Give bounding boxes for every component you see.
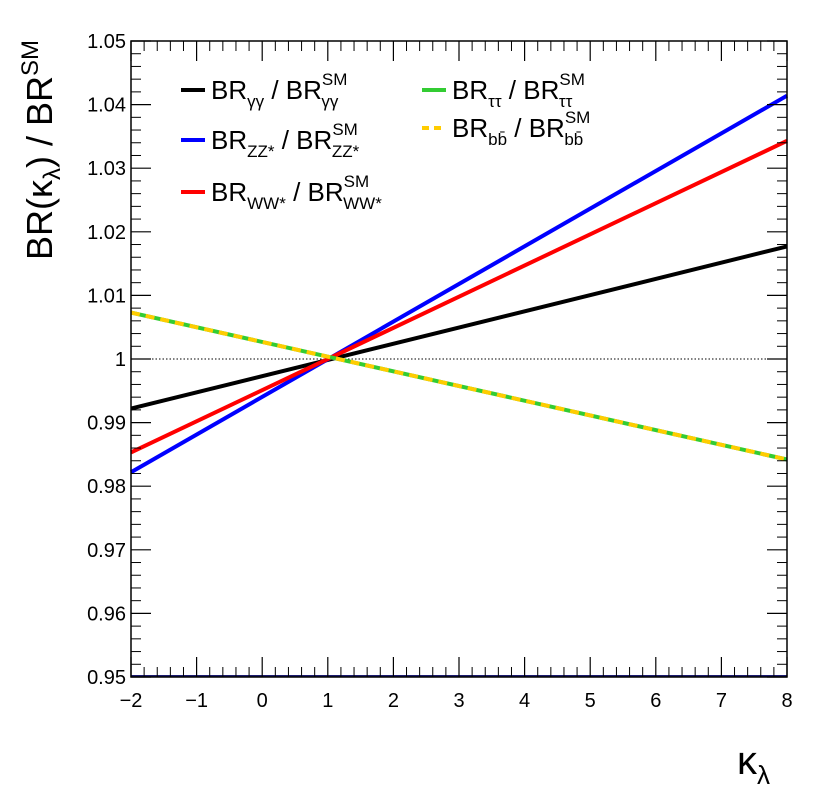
y-tick-label: 0.98 (87, 476, 126, 498)
x-tick-label: 0 (257, 690, 268, 712)
x-tick-label: 6 (650, 690, 661, 712)
y-tick-label: 1.01 (87, 285, 126, 307)
series-line-0 (130, 244, 788, 411)
legend-label-3: BRττ / BRSM ττ (452, 70, 585, 111)
x-tick-label: 1 (322, 690, 333, 712)
series-line-2 (130, 139, 788, 455)
y-tick-label: 0.96 (87, 603, 126, 625)
y-tick-label: 1.04 (87, 95, 126, 117)
x-tick-label: 4 (519, 690, 530, 712)
y-tick-label: 0.99 (87, 413, 126, 435)
x-tick-label: 3 (453, 690, 464, 712)
legend-label-4: BRbb̄ / BRSM bb̄ (452, 108, 590, 149)
y-tick-label: 1 (115, 349, 126, 371)
plot-area (130, 93, 788, 677)
x-tick-label: −1 (185, 690, 208, 712)
y-axis-label: BR(κλ) / BRSM (17, 40, 66, 260)
y-tick-label: 1.02 (87, 222, 126, 244)
axis-labels: κλ BR(κλ) / BRSM (17, 40, 770, 790)
y-tick-label: 1.05 (87, 31, 126, 53)
x-tick-label: 7 (716, 690, 727, 712)
legend-label-2: BRWW* / BRSM WW* (211, 172, 382, 213)
x-tick-label: 8 (781, 690, 792, 712)
x-tick-label: −2 (120, 690, 143, 712)
x-axis-label: κλ (737, 739, 770, 790)
series-line-1 (130, 93, 788, 474)
series-line-4 (130, 310, 788, 462)
legend-label-0: BRγγ / BRSM γγ (211, 70, 347, 111)
ticks: −2 −1 0 1 2 3 4 5 6 7 8 0.95 0.96 0.97 0.98 0.99 1 1.01 1.… (87, 31, 793, 712)
legend-label-1: BRZZ* / BRSM ZZ* (211, 120, 360, 161)
y-tick-label: 0.95 (87, 667, 126, 689)
x-tick-label: 2 (388, 690, 399, 712)
x-tick-label: 5 (585, 690, 596, 712)
y-tick-label: 0.97 (87, 540, 126, 562)
legend: BRγγ / BRSM γγ BRZZ* / BRSM ZZ* BRWW* / BRSM… (181, 70, 590, 213)
y-tick-label: 1.03 (87, 158, 126, 180)
